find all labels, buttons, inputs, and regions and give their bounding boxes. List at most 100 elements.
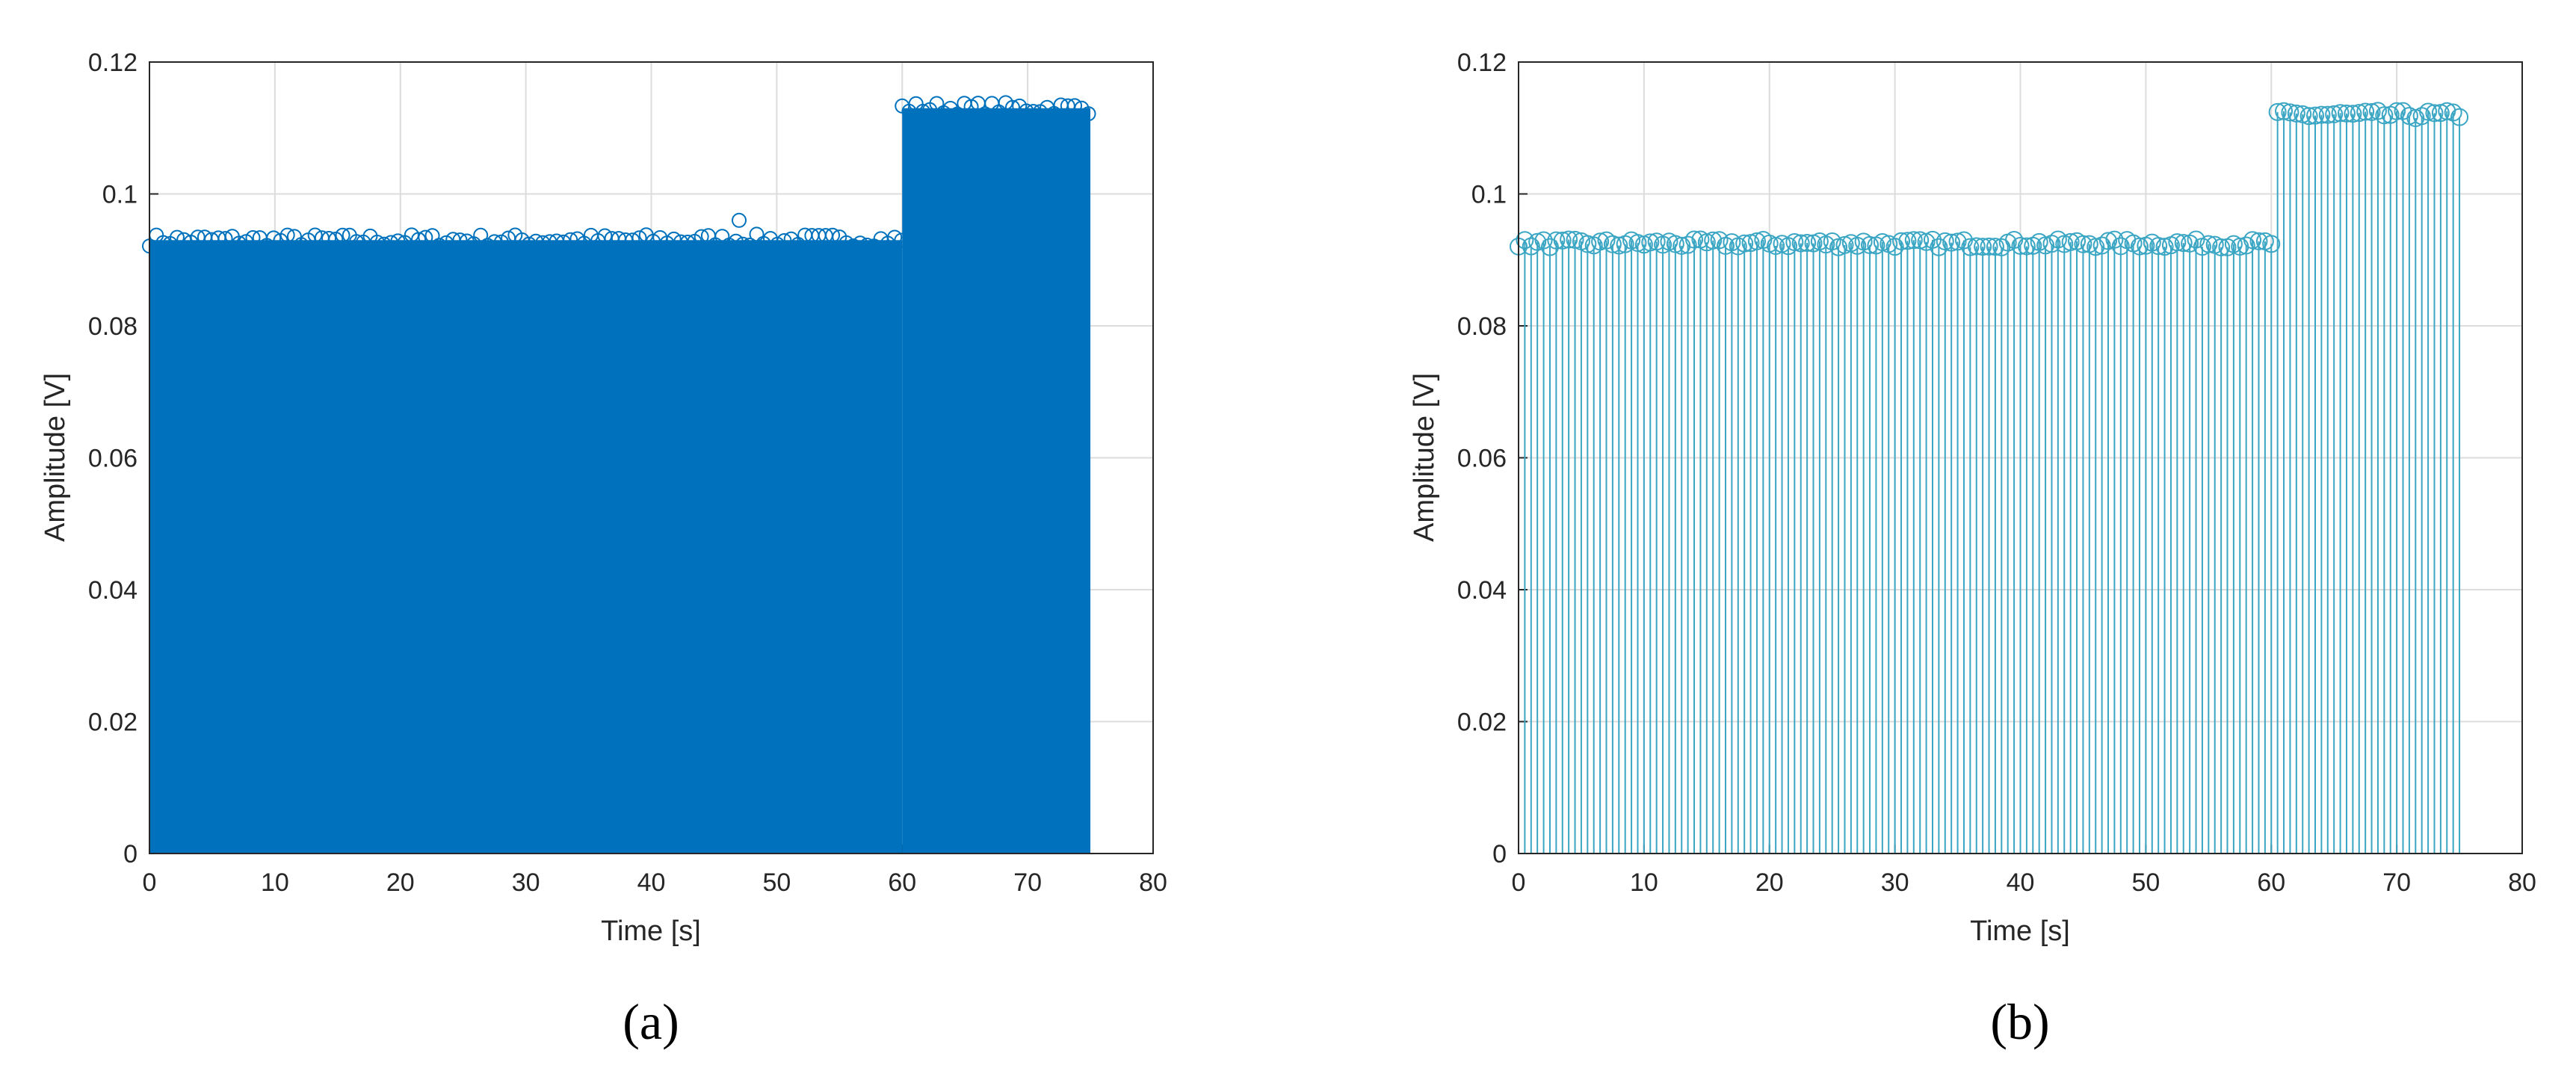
x-tick-label: 20 [1755, 868, 1784, 897]
stem-marker [2287, 104, 2305, 123]
stem-marker [348, 234, 364, 250]
stem-marker [1942, 233, 1961, 252]
chart-b-y-tick-labels: 0 0.02 0.04 0.06 0.08 0.1 0.12 [1457, 49, 1507, 868]
stem-marker [2042, 235, 2061, 253]
stem-marker [2388, 102, 2406, 120]
chart-a-panel-label: (a) [623, 993, 679, 1050]
chart-b-markers [1510, 102, 2469, 256]
stem-marker [2130, 237, 2149, 256]
stem-marker [1961, 238, 1980, 256]
x-tick-label: 50 [2131, 868, 2160, 897]
stem-marker [735, 236, 751, 252]
stem-marker [335, 227, 350, 243]
y-tick-label: 0.08 [1457, 312, 1507, 341]
stem-marker [1741, 234, 1760, 253]
y-tick-label: 0 [1492, 840, 1507, 868]
stem-marker [190, 229, 206, 245]
stem-marker [1528, 232, 1547, 251]
stem-marker [853, 235, 868, 251]
chart-a-x-axis-label: Time [s] [601, 916, 701, 947]
stem-marker [155, 235, 171, 250]
chart-a-y-axis-label: Amplitude [V] [40, 373, 71, 542]
stem-marker [1591, 232, 1610, 251]
stem-fill-segment-1 [902, 108, 1091, 854]
stem-marker [2092, 236, 2111, 255]
x-tick-label: 30 [512, 868, 540, 897]
stem-marker [376, 236, 392, 252]
stem-marker [2237, 236, 2255, 255]
stem-marker [2174, 234, 2193, 253]
stem-marker [1974, 238, 1992, 256]
stem-marker [1735, 234, 1754, 253]
stem-marker [2312, 105, 2331, 124]
stem-marker [1678, 235, 1697, 254]
stem-marker [2368, 102, 2387, 120]
stem-marker [694, 229, 709, 244]
y-tick-label: 0 [123, 840, 138, 868]
stem-marker [2243, 231, 2262, 250]
stem-marker [2325, 105, 2344, 123]
stem-marker [728, 233, 744, 249]
stem-marker [424, 228, 440, 244]
stem-marker [1067, 98, 1083, 114]
stem-marker [2331, 104, 2350, 123]
stem-marker [825, 227, 841, 243]
stem-marker [1704, 231, 1723, 250]
stem-marker [2450, 108, 2469, 126]
y-tick-label: 0.02 [1457, 709, 1507, 737]
y-tick-label: 0.04 [1457, 576, 1507, 605]
stem-marker [1885, 238, 1904, 256]
stem-marker [1081, 106, 1096, 122]
stem-marker [770, 236, 785, 252]
stem-marker [2262, 235, 2281, 253]
stem-marker [1986, 238, 2004, 256]
stem-marker [2375, 106, 2394, 125]
stem-marker [1791, 234, 1810, 253]
stem-marker [887, 229, 903, 245]
stem-marker [1004, 99, 1020, 115]
x-tick-label: 0 [1512, 868, 1526, 897]
y-tick-label: 0.1 [1471, 181, 1507, 209]
stem-marker [2111, 237, 2130, 256]
stem-marker [2444, 103, 2462, 122]
stem-marker [307, 227, 323, 243]
stem-marker [2425, 104, 2444, 123]
stem-marker [1603, 235, 1622, 253]
stem-marker [597, 228, 613, 244]
x-tick-label: 10 [261, 868, 289, 897]
stem-marker [1954, 231, 1973, 250]
stem-marker [2149, 237, 2168, 256]
stem-marker [1516, 231, 1534, 250]
stem-marker [418, 229, 433, 245]
stem-marker [1628, 234, 1647, 253]
chart-b: 0 10 20 30 40 50 60 70 80 0 0.02 0.04 0.06 0.08 0.1 0.… [1409, 49, 2536, 1050]
stem-marker [2048, 230, 2067, 249]
stem-marker [1892, 232, 1911, 250]
chart-b-panel-label: (b) [1990, 993, 2049, 1050]
stem-marker [411, 232, 427, 247]
chart-a-markers [142, 95, 1096, 254]
stem-marker [2099, 232, 2118, 250]
chart-b-stems [1518, 111, 2461, 854]
chart-a-y-tick-labels: 0 0.02 0.04 0.06 0.08 0.1 0.12 [88, 49, 138, 868]
chart-b-axes-box [1518, 61, 2523, 854]
stem-marker [2155, 238, 2174, 256]
stem-marker [279, 227, 295, 243]
stem-marker [1522, 237, 1540, 256]
y-tick-label: 0.12 [88, 49, 138, 77]
stem-marker [439, 235, 454, 250]
stem-marker [2087, 238, 2105, 256]
stem-marker [2350, 104, 2368, 123]
stem-marker [2011, 236, 2030, 255]
stem-marker [625, 232, 640, 248]
stem-marker [493, 234, 509, 250]
stem-marker [1747, 232, 1766, 250]
stem-marker [1785, 232, 1804, 251]
x-tick-label: 50 [762, 868, 791, 897]
stem-marker [2438, 102, 2456, 120]
stem-marker [169, 229, 185, 245]
stem-marker [217, 231, 233, 247]
stem-marker [631, 230, 647, 246]
stem-marker [459, 233, 475, 249]
stem-marker [487, 234, 502, 250]
